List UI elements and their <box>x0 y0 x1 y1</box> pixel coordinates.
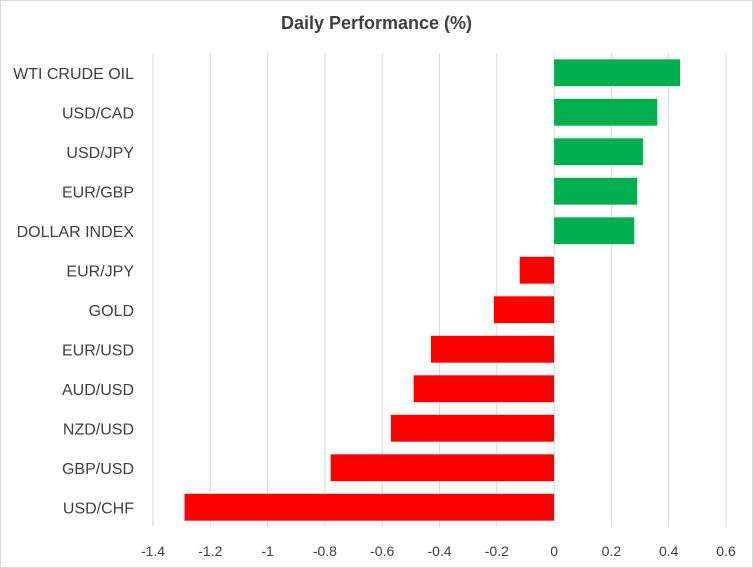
category-label: AUD/USD <box>62 382 134 399</box>
bar <box>390 414 555 442</box>
chart-title: Daily Performance (%) <box>280 13 473 33</box>
category-label: USD/JPY <box>66 145 134 162</box>
x-tick-label: -0.2 <box>485 543 509 559</box>
bar <box>519 256 555 284</box>
category-label: EUR/JPY <box>66 263 134 280</box>
category-label: NZD/USD <box>63 421 134 438</box>
category-label: USD/CHF <box>63 500 134 517</box>
bar <box>554 138 643 166</box>
category-label: USD/CAD <box>62 105 134 122</box>
category-label: WTI CRUDE OIL <box>13 66 134 83</box>
x-tick-label: -1.4 <box>141 543 165 559</box>
x-tick-label: -0.6 <box>370 543 394 559</box>
x-tick-label: 0.2 <box>602 543 622 559</box>
category-label: GBP/USD <box>62 461 134 478</box>
x-tick-label: -1 <box>261 543 274 559</box>
x-tick-label: -0.4 <box>427 543 451 559</box>
bar <box>554 217 635 245</box>
x-tick-label: 0 <box>550 543 558 559</box>
bar <box>430 335 555 363</box>
category-label: EUR/GBP <box>62 184 134 201</box>
x-tick-label: -0.8 <box>313 543 337 559</box>
category-label: EUR/USD <box>62 342 134 359</box>
x-tick-label: -1.2 <box>198 543 222 559</box>
bar <box>554 98 658 126</box>
x-tick-label: 0.6 <box>716 543 736 559</box>
category-label: GOLD <box>89 303 134 320</box>
bar <box>554 177 638 205</box>
x-tick-label: 0.4 <box>659 543 679 559</box>
category-label: DOLLAR INDEX <box>17 224 135 241</box>
bar <box>330 454 555 482</box>
bar <box>184 493 555 521</box>
bar <box>493 296 555 324</box>
bar <box>413 375 555 403</box>
bar <box>554 59 681 87</box>
